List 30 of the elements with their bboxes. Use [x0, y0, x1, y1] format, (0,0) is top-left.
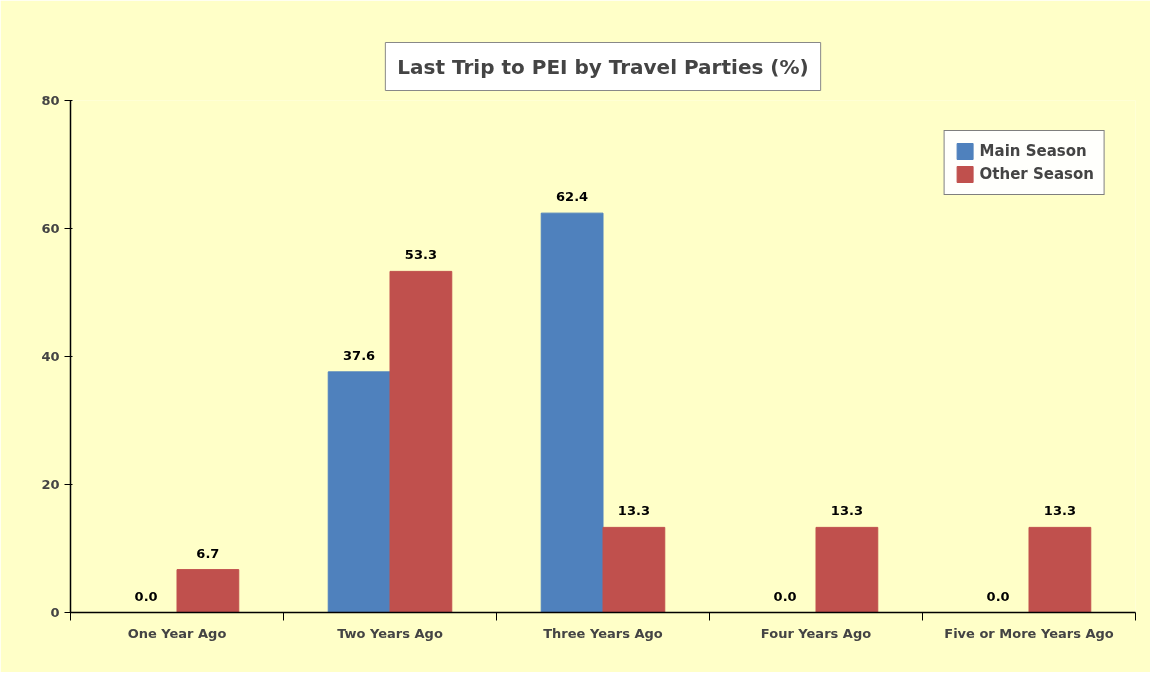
- y-tick-label: 80: [41, 93, 60, 108]
- data-label: 6.7: [196, 545, 220, 561]
- y-tick-label: 0: [50, 605, 60, 620]
- bar: [815, 526, 879, 613]
- bar: [389, 270, 453, 613]
- bar: [602, 526, 666, 613]
- y-tick-label: 20: [41, 477, 60, 492]
- data-label: 13.3: [830, 503, 863, 519]
- data-label: 62.4: [556, 189, 589, 205]
- data-label: 0.0: [773, 588, 797, 604]
- chart-title: Last Trip to PEI by Travel Parties (%): [397, 54, 809, 79]
- x-tick-label: Four Years Ago: [760, 625, 872, 641]
- y-tick-label: 60: [41, 221, 60, 236]
- bar: [327, 371, 391, 613]
- legend-label: Main Season: [979, 142, 1087, 160]
- bar: [176, 569, 240, 613]
- data-label: 13.3: [617, 503, 650, 519]
- x-tick-label: Three Years Ago: [543, 625, 663, 641]
- data-label: 0.0: [986, 588, 1010, 604]
- legend-label: Other Season: [979, 165, 1094, 183]
- x-tick-label: Five or More Years Ago: [944, 625, 1114, 641]
- data-label: 37.6: [343, 347, 376, 363]
- x-tick-label: One Year Ago: [127, 625, 227, 641]
- data-label: 0.0: [134, 588, 158, 604]
- bar: [540, 212, 604, 613]
- data-label: 13.3: [1043, 503, 1076, 519]
- data-label: 53.3: [404, 247, 437, 263]
- y-tick-label: 40: [41, 349, 60, 364]
- x-tick-label: Two Years Ago: [337, 625, 443, 641]
- bar: [1028, 526, 1092, 613]
